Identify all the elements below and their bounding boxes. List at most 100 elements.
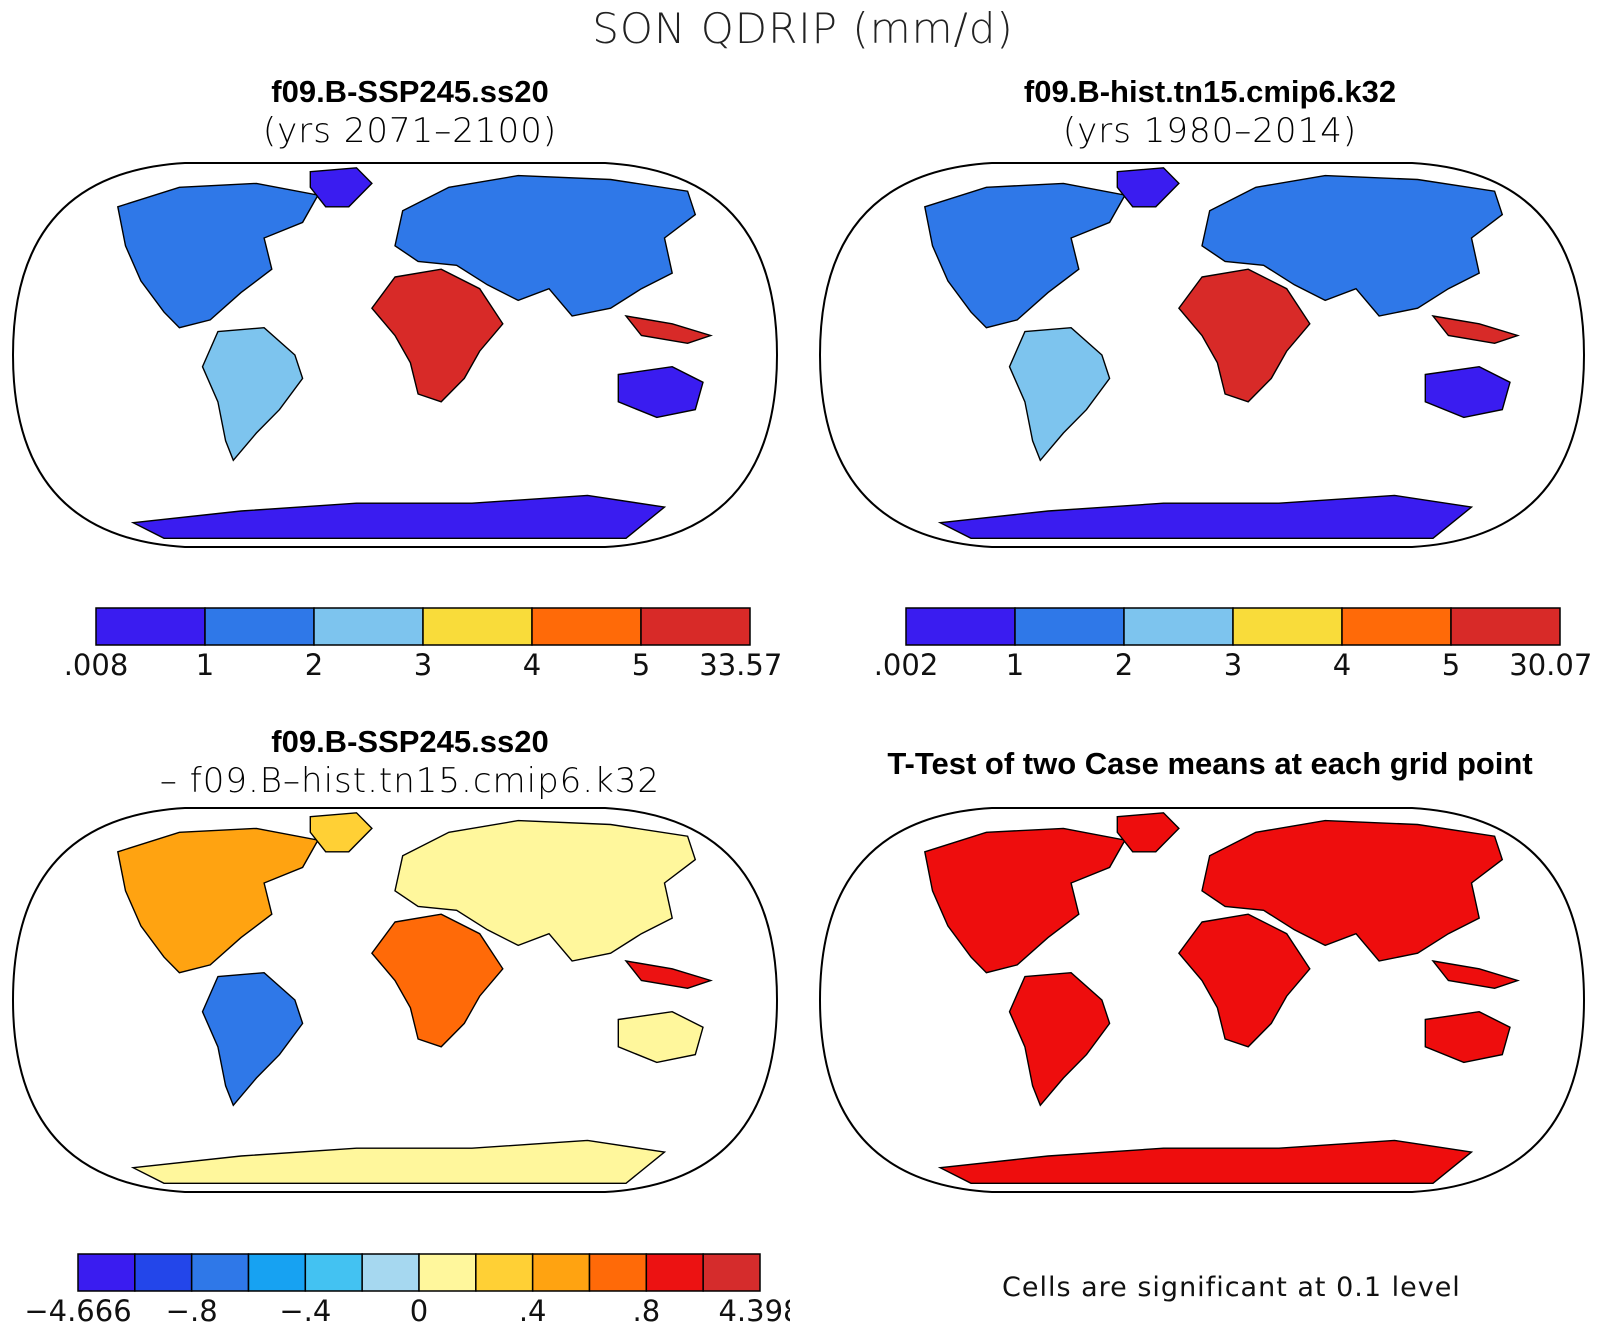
colorbar-box [531,607,642,646]
colorbar-box [313,607,424,646]
panel-future-case: f09.B-SSP245.ss20 [271,74,549,109]
colorbar-tick-label: 1 [196,648,214,682]
colorbar-box [422,607,533,646]
panel-ttest-map [817,805,1587,1200]
colorbar-box [905,607,1016,646]
colorbar-box [190,1253,250,1292]
colorbar-box [475,1253,534,1292]
africa-region [371,268,504,403]
colorbar-box [304,1253,363,1292]
colorbar-tick-label: −4.666 [24,1294,131,1322]
colorbar-tick-label: .8 [632,1294,660,1322]
colorbar-tick-label: −.8 [166,1294,218,1322]
maritime-continent-region [1431,960,1520,990]
panel-hist-colorbar: .002 1 2 3 4 5 30.073 [874,607,1590,682]
africa-region [1178,913,1311,1048]
colorbar-box [588,1253,648,1292]
panel-future-map [10,160,780,555]
colorbar-box [204,607,315,646]
map-boundary [11,807,779,1193]
north-america-region [116,182,320,329]
eurasia-region [394,174,697,317]
south-america-region [1008,326,1111,462]
colorbar-box [640,607,751,646]
colorbar-box [247,1253,307,1292]
australia-region [1424,365,1511,419]
colorbar-tick-label: 1 [1006,648,1024,682]
south-america-region [201,326,304,462]
eurasia-region [1201,819,1504,962]
panel-diff-title: f09.B-SSP245.ss20 – f09.B–hist.tn15.cmip… [40,724,780,802]
north-america-region [116,827,320,974]
greenland-region [1116,167,1180,208]
figure-title: SON QDRIP (mm/d) [592,4,1014,53]
colorbar-box [77,1253,136,1292]
panel-hist-years: (yrs 1980–2014) [1062,111,1358,151]
map-boundary [11,162,779,548]
australia-region [617,1010,704,1064]
eurasia-region [1201,174,1504,317]
colorbar-box [531,1253,591,1292]
colorbar-tick-label: 0 [410,1294,428,1322]
panel-ttest-note: Cells are significant at 0.1 level [1002,1272,1461,1303]
colorbar-tick-label: 4.398 [718,1294,790,1322]
colorbar-tick-label: 2 [1115,648,1133,682]
colorbar-tick-label: .4 [519,1294,547,1322]
colorbar-tick-label: 33.577 [699,648,780,682]
antarctica-region [130,494,667,539]
panel-ttest-heading: T-Test of two Case means at each grid po… [887,746,1533,781]
colorbar-box [95,607,206,646]
greenland-region [1116,812,1180,853]
colorbar-box [418,1253,477,1292]
panel-diff-map [10,805,780,1200]
panel-future-title: f09.B-SSP245.ss20 (yrs 2071–2100) [40,74,780,152]
colorbar-tick-label: 3 [1224,648,1242,682]
africa-region [371,913,504,1048]
eurasia-region [394,819,697,962]
colorbar-box [702,1253,761,1292]
south-america-region [201,971,304,1107]
panel-hist-case: f09.B-hist.tn15.cmip6.k32 [1023,74,1397,109]
colorbar-tick-label: 3 [414,648,432,682]
panel-diff-case-b: – f09.B–hist.tn15.cmip6.k32 [159,761,661,801]
panel-diff-case-a: f09.B-SSP245.ss20 [271,724,549,759]
colorbar-tick-label: .008 [64,648,129,682]
south-america-region [1008,971,1111,1107]
map-boundary [818,807,1586,1193]
colorbar-tick-label: 4 [1333,648,1351,682]
colorbar-tick-label: 2 [305,648,323,682]
australia-region [617,365,704,419]
colorbar-tick-label: 4 [523,648,541,682]
colorbar-box [1123,607,1234,646]
colorbar-box [1450,607,1561,646]
colorbar-box [1341,607,1452,646]
panel-ttest-title: T-Test of two Case means at each grid po… [820,746,1600,782]
australia-region [1424,1010,1511,1064]
antarctica-region [937,1139,1474,1184]
maritime-continent-region [1431,315,1520,345]
panel-hist-map [817,160,1587,555]
panel-diff-colorbar: −4.666 −.8 −.4 0 .4 .8 4.398 [24,1253,790,1322]
maritime-continent-region [624,960,713,990]
africa-region [1178,268,1311,403]
north-america-region [923,827,1127,974]
panel-future-years: (yrs 2071–2100) [262,111,558,151]
panel-hist-title: f09.B-hist.tn15.cmip6.k32 (yrs 1980–2014… [840,74,1580,152]
greenland-region [309,812,373,853]
colorbar-box [645,1253,704,1292]
colorbar-box [1232,607,1343,646]
maritime-continent-region [624,315,713,345]
colorbar-tick-label: 5 [1442,648,1460,682]
colorbar-box [1014,607,1125,646]
colorbar-tick-label: −.4 [279,1294,331,1322]
panel-future-colorbar: .008 1 2 3 4 5 33.577 [64,607,780,682]
colorbar-tick-label: .002 [874,648,939,682]
antarctica-region [130,1139,667,1184]
north-america-region [923,182,1127,329]
map-boundary [818,162,1586,548]
antarctica-region [937,494,1474,539]
colorbar-tick-label: 30.073 [1509,648,1590,682]
colorbar-box [361,1253,420,1292]
colorbar-tick-label: 5 [632,648,650,682]
